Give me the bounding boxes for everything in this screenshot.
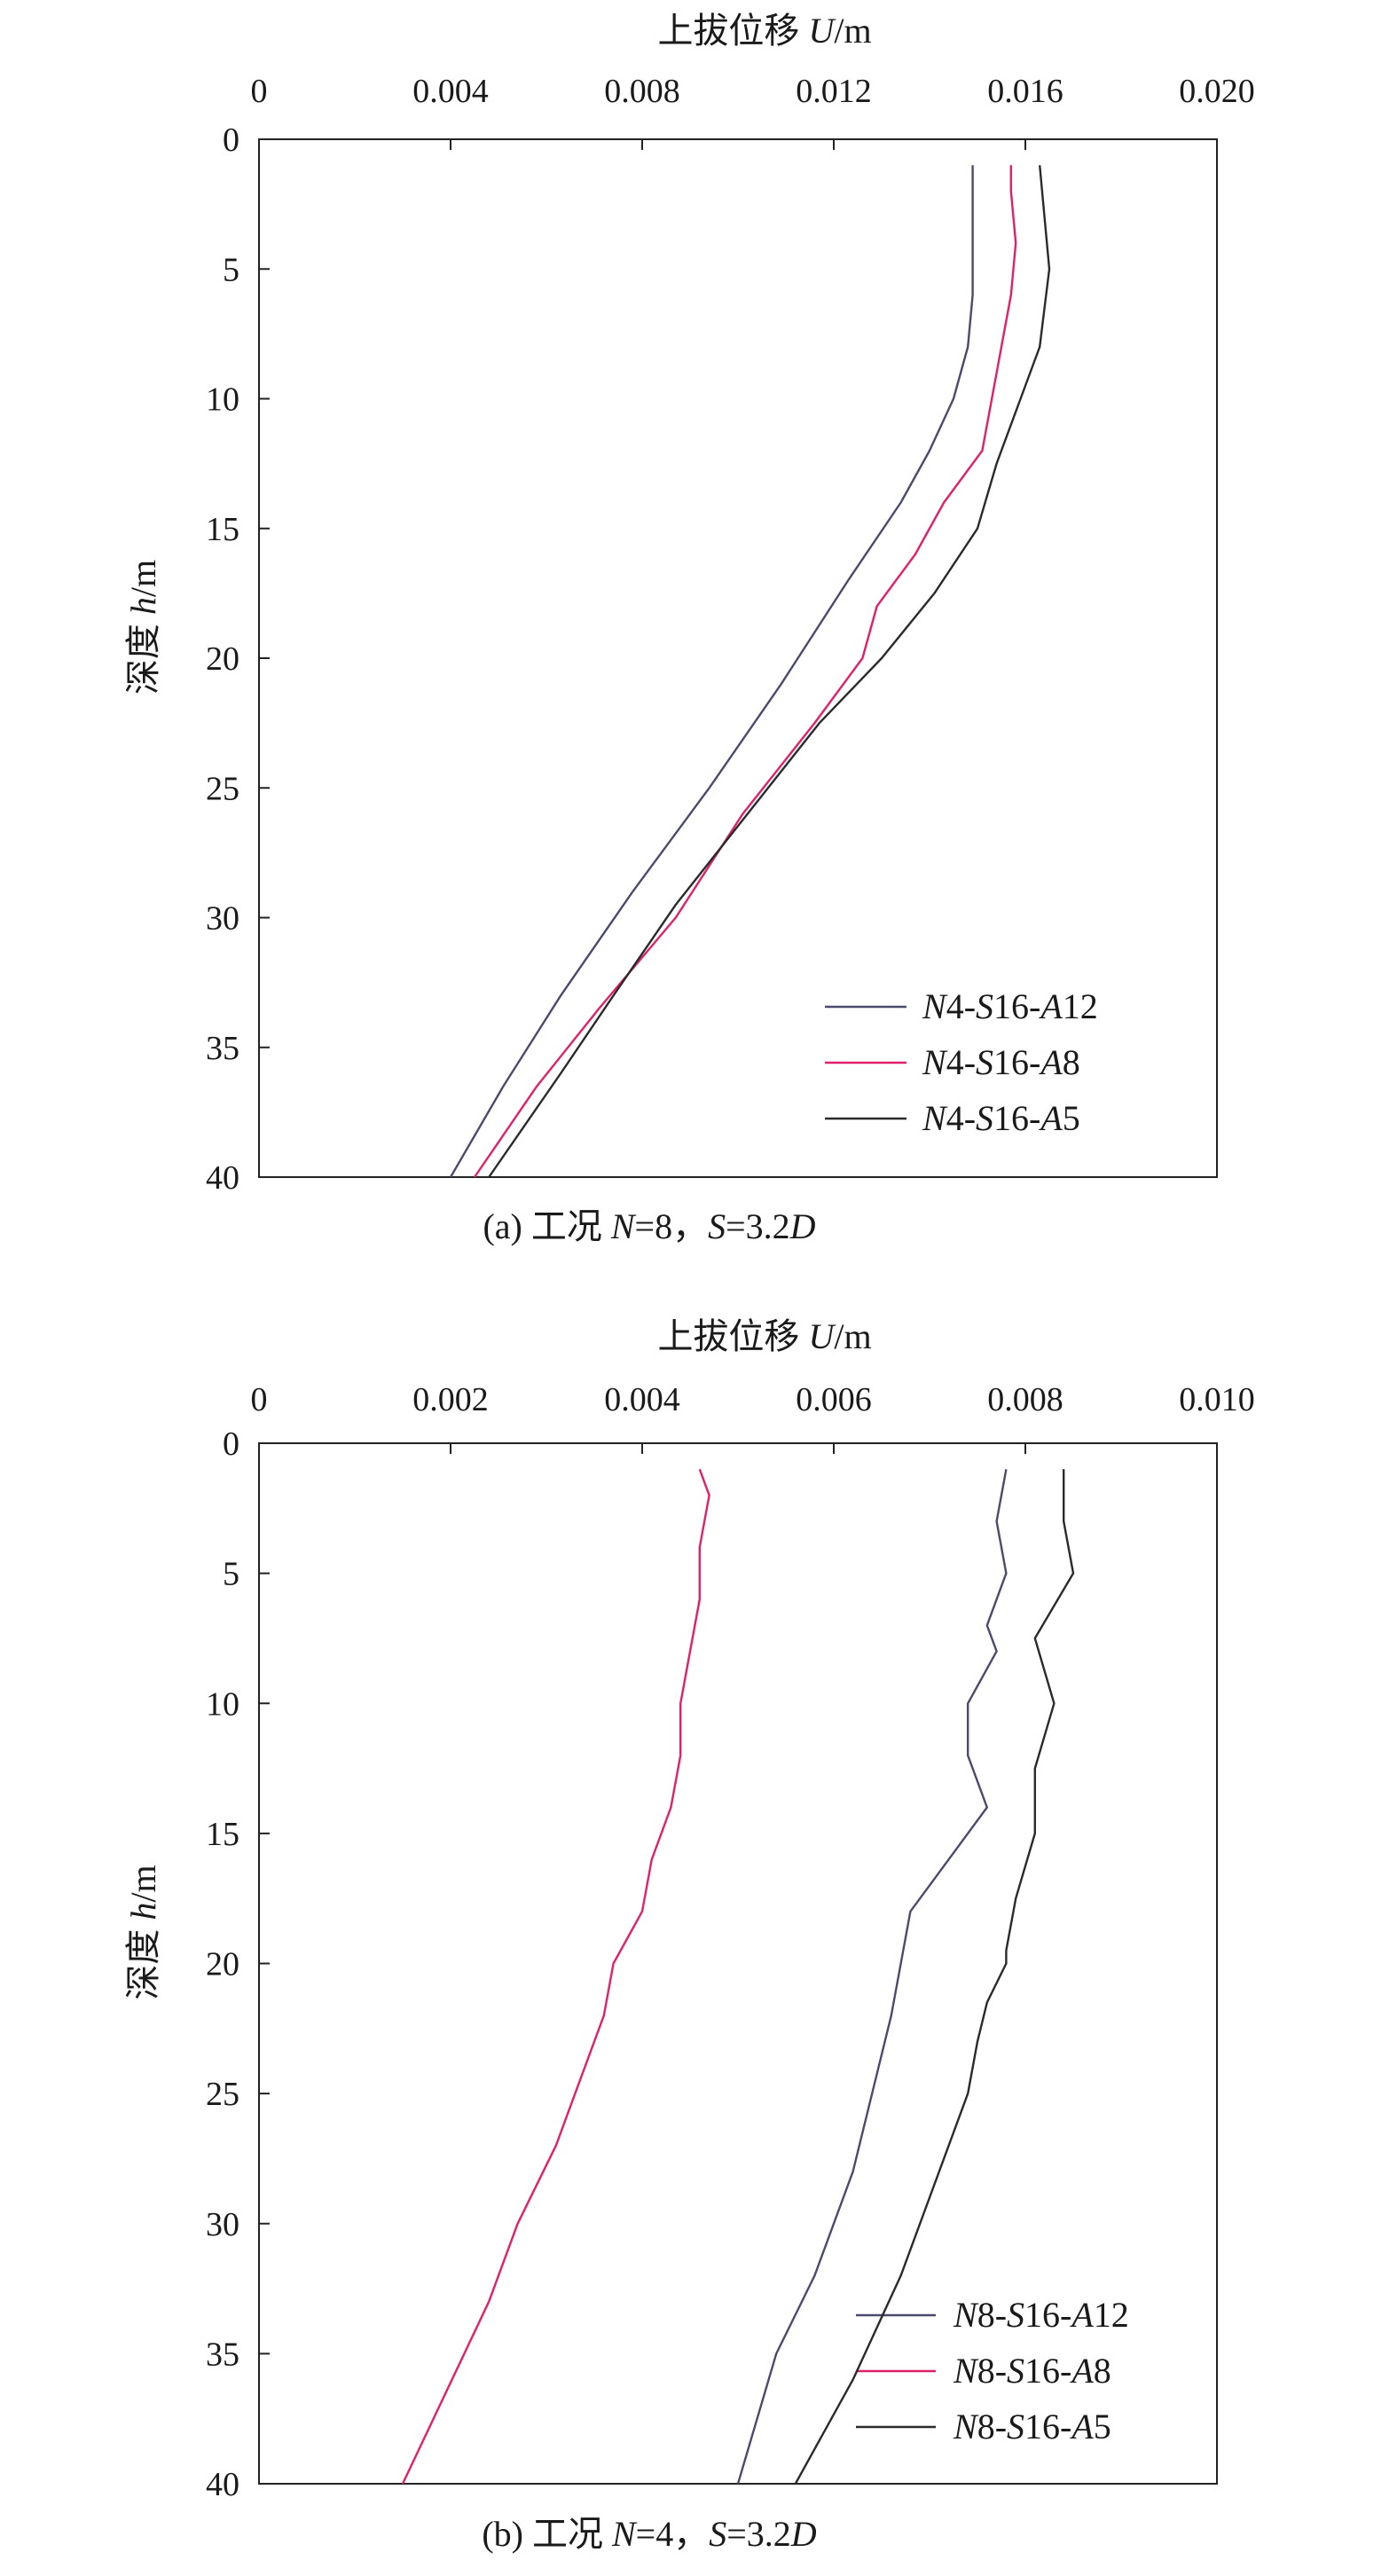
y-axis-title: 深度 h/m [123, 1865, 163, 1999]
x-tick-label: 0.016 [987, 73, 1063, 110]
x-axis-title: 上拔位移 U/m [657, 11, 871, 51]
y-tick-label: 5 [223, 251, 239, 288]
y-axis-title: 深度 h/m [123, 560, 163, 695]
series-line-n8-s16-a12 [736, 1469, 1008, 2485]
legend-label: N8-S16-A12 [953, 2295, 1129, 2335]
figure-caption: (a) 工况 N=8，S=3.2D [483, 1206, 815, 1246]
y-tick-label: 15 [206, 511, 239, 548]
x-axis-title: 上拔位移 U/m [657, 1316, 871, 1356]
y-tick-label: 25 [206, 2076, 239, 2113]
figure-caption: (b) 工况 N=4，S=3.2D [482, 2514, 816, 2554]
legend-label: N4-S16-A5 [922, 1098, 1080, 1138]
y-tick-label: 35 [206, 2336, 239, 2373]
legend-label: N8-S16-A5 [953, 2407, 1111, 2446]
series-line-n4-s16-a12 [449, 165, 974, 1178]
chart-panel-b: 0 0.002 0.004 0.006 0.008 0.010 0 5 10 15 20 25 30 35… [123, 1316, 1255, 2554]
y-tick-label: 30 [206, 900, 239, 938]
y-tick-label: 20 [206, 640, 239, 678]
y-tick-label: 0 [223, 122, 239, 159]
x-tick-label: 0.008 [987, 1381, 1063, 1418]
legend-label: N4-S16-A12 [922, 986, 1098, 1026]
x-tick-label: 0 [251, 73, 268, 110]
x-tick-label: 0.004 [604, 1381, 680, 1418]
y-tick-label: 20 [206, 1946, 239, 1983]
y-tick-label: 40 [206, 1159, 239, 1197]
series-line-n4-s16-a8 [474, 165, 1017, 1178]
x-tick-label: 0 [251, 1381, 268, 1418]
y-tick-label: 25 [206, 770, 239, 807]
x-tick-label: 0.008 [604, 73, 680, 110]
y-tick-label: 30 [206, 2206, 239, 2243]
y-tick-label: 5 [223, 1556, 239, 1593]
x-tick-label: 0.020 [1179, 73, 1255, 110]
series-line-n8-s16-a8 [401, 1468, 710, 2485]
x-tick-label: 0.004 [412, 73, 489, 110]
y-tick-label: 10 [206, 1685, 239, 1723]
x-tick-label: 0.010 [1179, 1381, 1255, 1418]
series-line-n4-s16-a5 [488, 165, 1051, 1178]
y-tick-label: 40 [206, 2466, 239, 2503]
x-tick-label: 0.002 [412, 1381, 489, 1418]
y-tick-label: 0 [223, 1425, 239, 1463]
chart-panel-a: 0 0.004 0.008 0.012 0.016 0.020 0 5 10 15 20 25 30 35… [123, 11, 1255, 1246]
legend-label: N4-S16-A8 [922, 1042, 1080, 1082]
legend-label: N8-S16-A8 [953, 2351, 1111, 2391]
x-tick-label: 0.012 [796, 73, 872, 110]
y-tick-label: 35 [206, 1030, 239, 1067]
x-tick-label: 0.006 [796, 1381, 872, 1418]
y-tick-label: 10 [206, 381, 239, 419]
y-tick-label: 15 [206, 1816, 239, 1853]
series-line-n8-s16-a5 [794, 1469, 1075, 2485]
